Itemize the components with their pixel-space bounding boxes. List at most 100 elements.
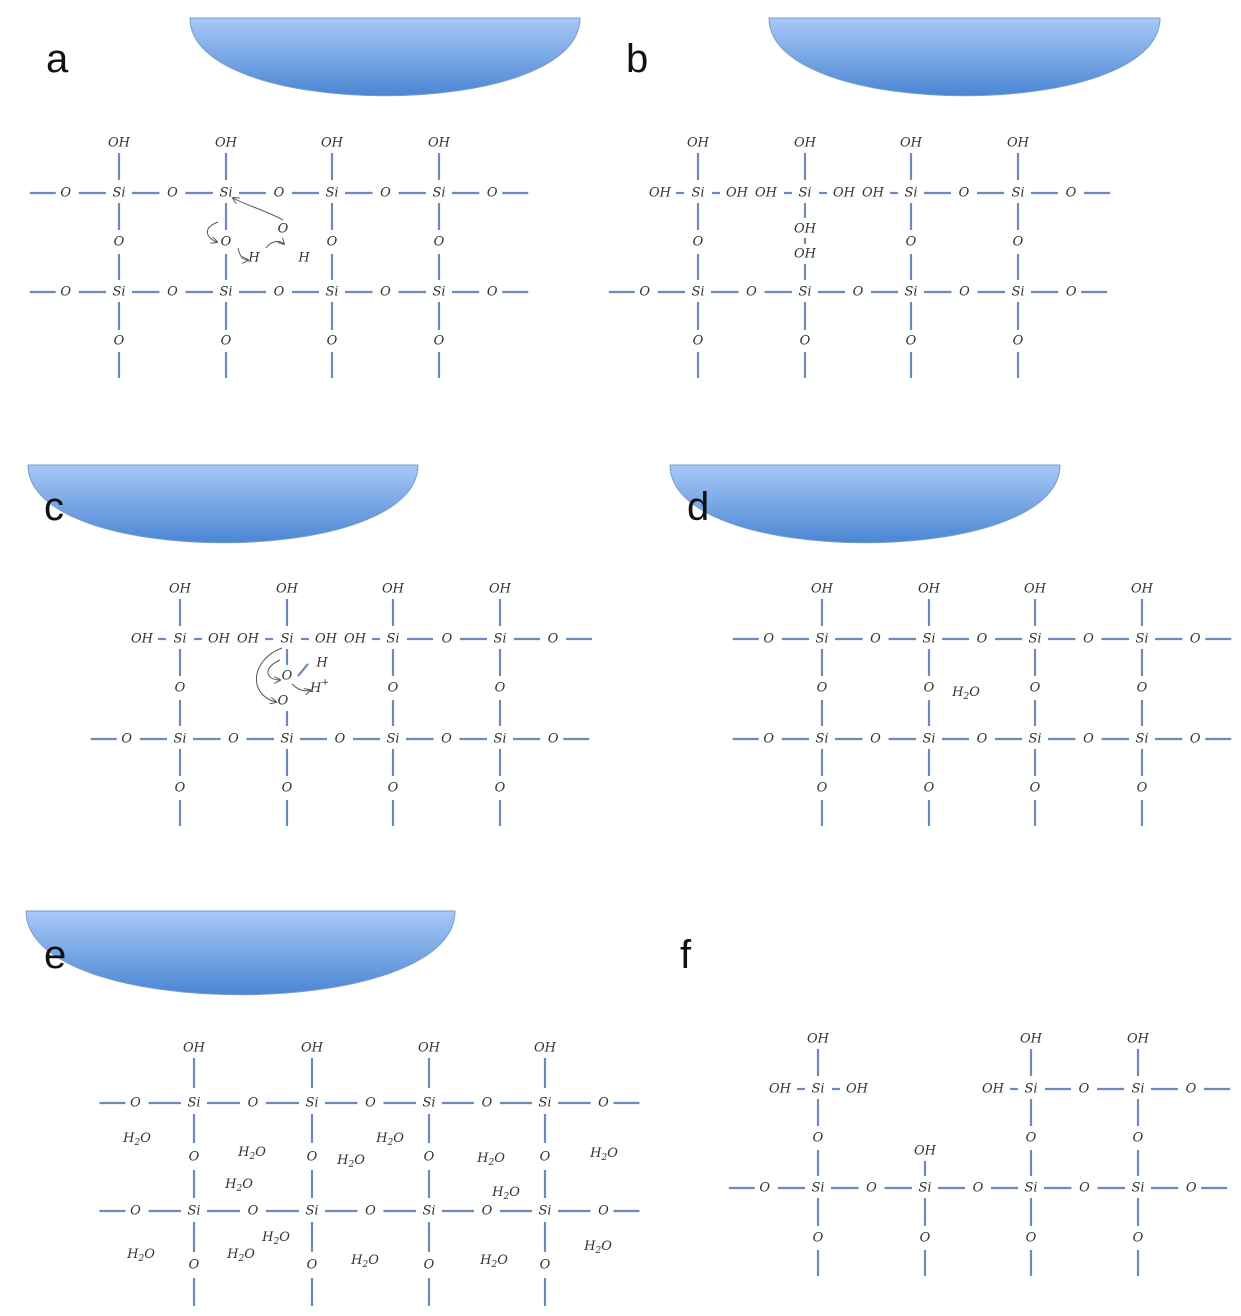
- hydroxyl-group: OH: [315, 632, 338, 647]
- oxygen-atom: O: [482, 1096, 493, 1111]
- hydroxyl-group: OH: [900, 136, 923, 151]
- hydroxyl-group: OH: [108, 136, 131, 151]
- oxygen-atom: O: [548, 732, 559, 747]
- hydroxyl-group: OH: [418, 1041, 441, 1056]
- oxygen-atom: O: [307, 1258, 318, 1273]
- water-molecule: H2O: [589, 1146, 618, 1163]
- silicon-atom: Si: [112, 186, 125, 201]
- silicon-atom: Si: [305, 1096, 318, 1111]
- water-molecule: H2O: [476, 1151, 505, 1168]
- bond-break-arrow: [206, 221, 218, 242]
- hydroxyl-group: OH: [183, 1041, 206, 1056]
- oxygen-atom: O: [327, 334, 338, 349]
- oxygen-atom: O: [800, 334, 811, 349]
- silicon-atom: Si: [904, 186, 917, 201]
- oxygen-atom: O: [60, 285, 71, 300]
- oxygen-atom: O: [1137, 681, 1148, 696]
- oxygen-atom: O: [274, 285, 285, 300]
- water-molecule: H2O: [479, 1253, 508, 1270]
- hydroxyl-group: OH: [131, 632, 154, 647]
- oxygen-atom: O: [121, 732, 132, 747]
- oxygen-atom: O: [388, 681, 399, 696]
- silicon-atom: Si: [815, 732, 828, 747]
- silicon-atom: Si: [1135, 632, 1148, 647]
- oxygen-atom: O: [365, 1204, 376, 1219]
- oxygen-atom: O: [920, 1231, 931, 1246]
- water-droplet-c: [27, 464, 419, 544]
- oxygen-atom: O: [1083, 732, 1094, 747]
- oxygen-atom: O: [327, 235, 338, 250]
- oxygen-atom: O: [759, 1181, 770, 1196]
- hydroxyl-group: OH: [726, 186, 749, 201]
- proton-transfer-arrow: [237, 247, 248, 260]
- oxygen-atom: O: [906, 334, 917, 349]
- oxygen-atom: O: [866, 1181, 877, 1196]
- water-molecule: H2O: [583, 1239, 612, 1256]
- silicon-atom: Si: [422, 1204, 435, 1219]
- silicon-atom: Si: [1028, 732, 1041, 747]
- silicon-atom: Si: [1131, 1082, 1144, 1097]
- oxygen-atom: O: [1066, 186, 1077, 201]
- silicon-atom: Si: [798, 186, 811, 201]
- silicon-atom: Si: [811, 1082, 824, 1097]
- oxygen-atom: O: [175, 681, 186, 696]
- hydroxyl-group: OH: [1127, 1032, 1150, 1047]
- hydroxyl-group: OH: [1007, 136, 1030, 151]
- hydroxyl-group: OH: [833, 186, 856, 201]
- water-molecule: H2O: [224, 1177, 253, 1194]
- water-oxygen: O: [282, 669, 293, 684]
- oxygen-atom: O: [817, 681, 828, 696]
- oxygen-atom: O: [221, 235, 232, 250]
- hydroxyl-group: OH: [811, 582, 834, 597]
- hydrogen-atom: H: [297, 251, 310, 266]
- silicon-atom: Si: [386, 632, 399, 647]
- silicon-atom: Si: [538, 1096, 551, 1111]
- oxygen-atom: O: [1030, 781, 1041, 796]
- panel-label-e: e: [44, 933, 66, 977]
- oxygen-atom: O: [307, 1150, 318, 1165]
- water-oxygen: O: [278, 222, 289, 237]
- hydroxyl-group: OH: [169, 582, 192, 597]
- water-molecule: H2O: [336, 1153, 365, 1170]
- water-molecule: H2O: [122, 1131, 151, 1148]
- oxygen-atom: O: [540, 1150, 551, 1165]
- water-droplet-b: [768, 17, 1161, 97]
- hydroxyl-group: OH: [215, 136, 238, 151]
- oxygen-atom: O: [959, 186, 970, 201]
- silicon-atom: Si: [493, 732, 506, 747]
- oxygen-atom: O: [434, 334, 445, 349]
- oxygen-atom: O: [1186, 1082, 1197, 1097]
- oxygen-atom: O: [813, 1231, 824, 1246]
- silicon-atom: Si: [219, 285, 232, 300]
- oxygen-anion: O: [278, 694, 289, 709]
- water-molecule: H2O: [226, 1247, 255, 1264]
- hydroxyl-group: OH: [428, 136, 451, 151]
- silicon-atom: Si: [691, 285, 704, 300]
- proton-arrow: [291, 683, 310, 691]
- silicon-atom: Si: [422, 1096, 435, 1111]
- oxygen-atom: O: [1190, 632, 1201, 647]
- water-molecule: H2O: [375, 1131, 404, 1148]
- hydroxyl-group: OH: [301, 1041, 324, 1056]
- oxygen-atom: O: [380, 285, 391, 300]
- silicon-atom: Si: [1024, 1082, 1037, 1097]
- hydroxyl-group: OH: [755, 186, 778, 201]
- hydroxyl-group: OH: [237, 632, 260, 647]
- hydroxyl-group: OH: [807, 1032, 830, 1047]
- oxygen-atom: O: [282, 781, 293, 796]
- silicon-atom: Si: [386, 732, 399, 747]
- hydroxyl-group: OH: [794, 247, 817, 262]
- hydrogen-atom: H: [315, 656, 328, 671]
- hydrogen-atom: H: [247, 251, 260, 266]
- oxygen-atom: O: [388, 781, 399, 796]
- silicon-atom: Si: [1011, 285, 1024, 300]
- hydroxyl-group: OH: [1024, 582, 1047, 597]
- oxygen-atom: O: [763, 632, 774, 647]
- oxygen-atom: O: [189, 1150, 200, 1165]
- oxygen-atom: O: [924, 681, 935, 696]
- panel-label-c: c: [44, 485, 64, 529]
- water-droplet-a: [189, 17, 581, 97]
- oxygen-atom: O: [1026, 1131, 1037, 1146]
- panel-label-a: a: [46, 37, 69, 81]
